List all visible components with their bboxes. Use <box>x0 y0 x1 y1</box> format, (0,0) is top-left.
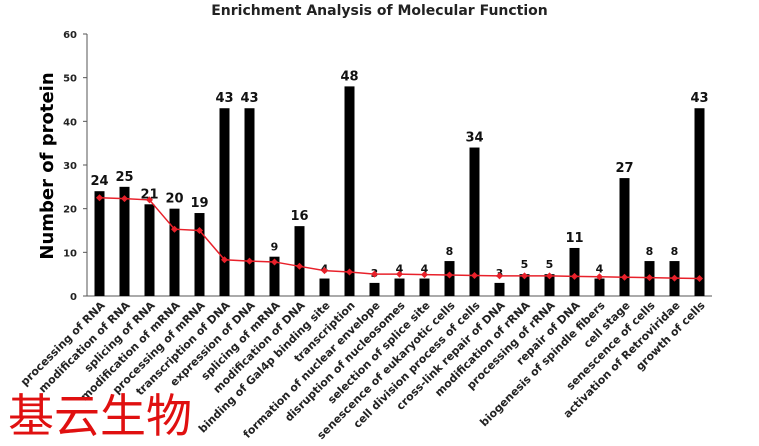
bar-18 <box>519 274 530 296</box>
bar-value-label: 20 <box>165 192 183 207</box>
bar-10 <box>319 278 330 296</box>
bar-3 <box>144 204 155 296</box>
trend-point <box>321 267 328 275</box>
trend-point <box>296 262 303 270</box>
trend-point <box>271 258 278 266</box>
trend-point <box>546 272 553 280</box>
trend-point <box>521 272 528 280</box>
trend-point <box>371 270 378 278</box>
bar-value-label: 25 <box>115 170 133 185</box>
bar-value-label: 5 <box>546 258 554 271</box>
bar-25 <box>694 108 705 296</box>
bar-value-label: 16 <box>290 209 308 224</box>
bar-17 <box>494 282 505 296</box>
bar-14 <box>419 278 430 296</box>
trend-point <box>396 270 403 278</box>
bar-value-label: 4 <box>596 263 604 276</box>
bar-21 <box>594 278 605 296</box>
trend-point <box>96 194 103 202</box>
trend-point <box>671 274 678 282</box>
bar-value-label: 4 <box>421 263 429 276</box>
trend-point <box>421 271 428 279</box>
trend-point <box>646 274 653 282</box>
bar-8 <box>269 256 280 296</box>
bar-value-label: 4 <box>396 263 404 276</box>
y-tick-label: 10 <box>63 248 77 259</box>
trend-point <box>696 275 703 283</box>
bar-value-label: 9 <box>271 241 279 254</box>
y-tick-label: 60 <box>63 30 77 41</box>
trend-point <box>621 273 628 281</box>
bar-20 <box>569 247 580 296</box>
y-tick-label: 40 <box>63 117 77 128</box>
bar-2 <box>119 186 130 296</box>
trend-point <box>496 272 503 280</box>
bar-value-label: 11 <box>565 231 583 246</box>
trend-point <box>121 195 128 203</box>
bar-value-label: 27 <box>615 161 633 176</box>
bar-value-label: 8 <box>646 245 654 258</box>
bar-7 <box>244 108 255 296</box>
bar-value-label: 5 <box>521 258 529 271</box>
bar-value-label: 34 <box>465 131 483 146</box>
y-tick-label: 0 <box>70 292 77 303</box>
bar-value-label: 43 <box>215 91 233 106</box>
bar-13 <box>394 278 405 296</box>
trend-point <box>221 256 228 264</box>
y-tick-label: 30 <box>63 161 77 172</box>
bar-value-label: 43 <box>690 91 708 106</box>
bar-value-label: 21 <box>140 187 158 202</box>
bar-value-label: 8 <box>671 245 679 258</box>
trend-point <box>571 272 578 280</box>
bar-9 <box>294 226 305 296</box>
bar-4 <box>169 208 180 296</box>
trend-point <box>246 257 253 265</box>
bar-11 <box>344 86 355 297</box>
trend-point <box>596 273 603 281</box>
bar-value-label: 8 <box>446 245 454 258</box>
bar-19 <box>544 274 555 296</box>
bar-6 <box>219 108 230 296</box>
trend-point <box>446 271 453 279</box>
bar-1 <box>94 191 105 296</box>
bar-value-label: 24 <box>90 174 108 189</box>
bar-value-label: 43 <box>240 91 258 106</box>
trend-point <box>146 196 153 204</box>
trend-point <box>346 268 353 276</box>
chart-title: Enrichment Analysis of Molecular Functio… <box>211 3 548 19</box>
bar-22 <box>619 178 630 296</box>
watermark-logo: 基云生物 <box>8 389 192 443</box>
y-tick-label: 50 <box>63 74 77 85</box>
bar-12 <box>369 282 380 296</box>
trend-point <box>171 225 178 233</box>
bar-value-label: 19 <box>190 196 208 211</box>
bar-5 <box>194 213 205 296</box>
bar-value-label: 48 <box>340 69 358 84</box>
trend-point <box>471 271 478 279</box>
bar-16 <box>469 147 480 296</box>
trend-point <box>196 227 203 234</box>
y-tick-label: 20 <box>63 205 77 216</box>
y-axis-label: Number of protein <box>37 72 58 259</box>
